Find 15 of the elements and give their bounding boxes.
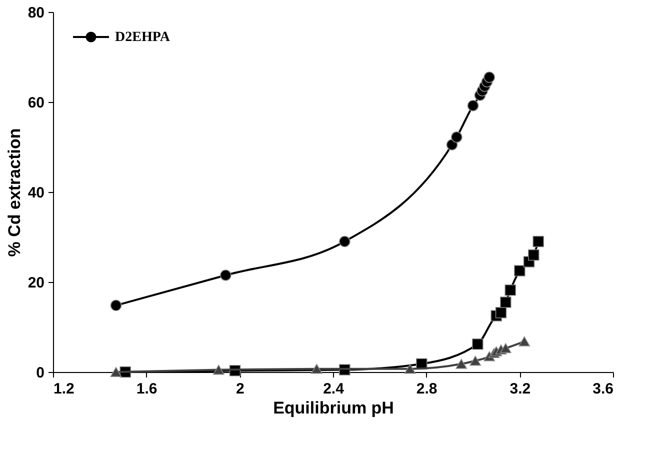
y-tick-label: 80	[28, 4, 44, 22]
legend-label: D2EHPA	[115, 30, 171, 45]
y-axis-title: % Cd extraction	[4, 128, 24, 257]
y-tick-label: 0	[36, 364, 44, 382]
x-axis-title: Equilibrium pH	[273, 398, 394, 418]
x-tick-label: 3.6	[592, 380, 614, 398]
y-tick-label: 40	[28, 184, 44, 202]
y-tick-label: 20	[28, 274, 44, 292]
x-tick-label: 3.2	[510, 380, 531, 398]
x-tick-label: 2	[236, 380, 244, 398]
x-tick-label: 2.8	[416, 380, 438, 398]
y-tick-label: 60	[28, 94, 44, 112]
x-tick-label: 2.4	[323, 380, 345, 398]
x-tick-label: 1.6	[136, 380, 158, 398]
x-tick-label: 1.2	[54, 380, 74, 398]
